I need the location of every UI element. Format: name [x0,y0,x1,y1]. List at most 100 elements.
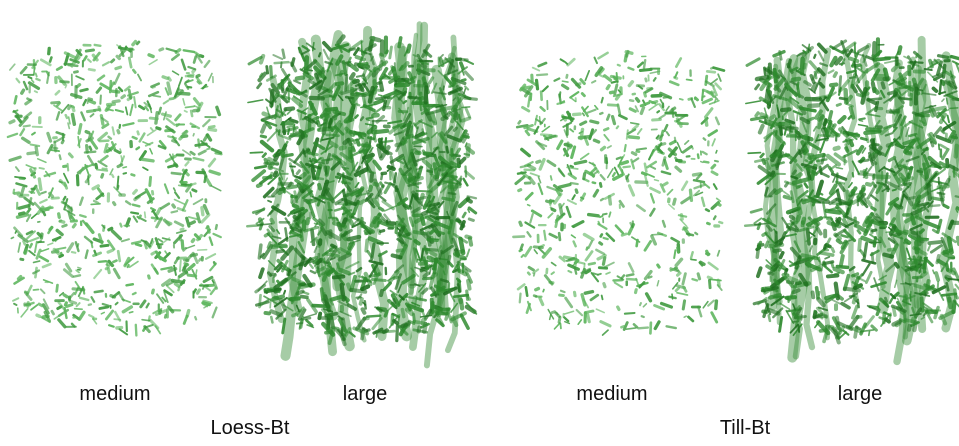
pore [564,317,568,321]
pore [518,172,526,173]
pore [327,155,329,163]
pore [642,316,644,317]
pore [197,290,199,293]
pore [614,175,622,179]
pore [14,304,16,305]
pore [709,263,718,269]
pore [123,307,131,312]
pore [679,215,686,216]
pore [708,301,714,306]
pore [629,68,634,70]
pore [604,238,608,239]
pore [551,207,552,209]
pore [333,219,337,220]
pore [27,99,30,100]
pore [40,200,47,203]
pore [268,243,270,248]
pore [458,265,459,271]
pore [604,284,605,287]
pore [127,284,133,285]
pore [123,173,126,174]
pore [548,161,555,165]
pore [379,149,381,157]
pore [864,244,866,259]
pore [248,100,263,103]
pore [88,111,95,112]
pore [399,38,401,47]
pore [561,291,565,292]
pore [854,298,855,303]
pore [396,85,408,86]
pore [528,97,529,107]
pore [649,104,658,110]
pore [552,312,554,313]
pore [859,125,868,127]
pore [430,78,433,83]
pore [820,84,823,87]
pore [669,297,675,298]
pore [141,301,145,307]
pore [643,173,647,174]
pore [863,187,864,190]
pore [543,290,544,292]
pore [348,237,359,239]
pore [703,152,707,154]
pore [764,305,768,317]
pore [421,315,432,317]
pore [271,67,272,77]
pore [197,75,199,76]
pore [601,175,605,179]
pore [604,135,608,141]
pore [939,56,948,58]
pore [419,134,426,136]
pore [205,61,210,67]
pore [662,303,672,307]
pore [758,268,761,276]
pore [176,115,180,120]
pore [703,99,711,103]
pore [179,78,182,87]
pore [627,130,628,139]
pore [468,145,469,156]
pore [257,224,271,225]
pore [604,129,608,131]
pore [58,307,61,309]
pore [116,67,121,68]
pore [167,119,175,125]
pore [331,128,332,131]
pore [10,64,15,70]
pore [598,53,607,58]
pore [301,174,305,177]
pore [15,193,19,194]
pore [626,328,635,329]
pore [202,208,203,215]
pore [80,198,82,205]
pore [39,168,43,169]
pore [69,106,70,109]
pore [341,147,345,148]
pore [893,190,896,191]
pore [186,245,194,248]
pore [465,98,477,99]
pore [877,310,879,315]
pore [397,144,401,145]
pore [288,129,289,134]
pore [338,249,339,252]
pore [655,180,659,181]
pore [385,184,390,193]
pore [102,175,103,178]
pore [712,313,717,322]
pore [601,199,603,200]
pore [655,322,659,329]
pore [262,142,272,150]
pore [702,198,704,206]
pore [715,161,718,162]
pore [99,133,107,140]
pore [676,167,680,171]
pore [819,117,823,120]
pore [118,186,119,189]
pore [718,204,720,205]
pore [103,62,109,65]
pore [40,257,48,261]
pore [695,185,705,188]
